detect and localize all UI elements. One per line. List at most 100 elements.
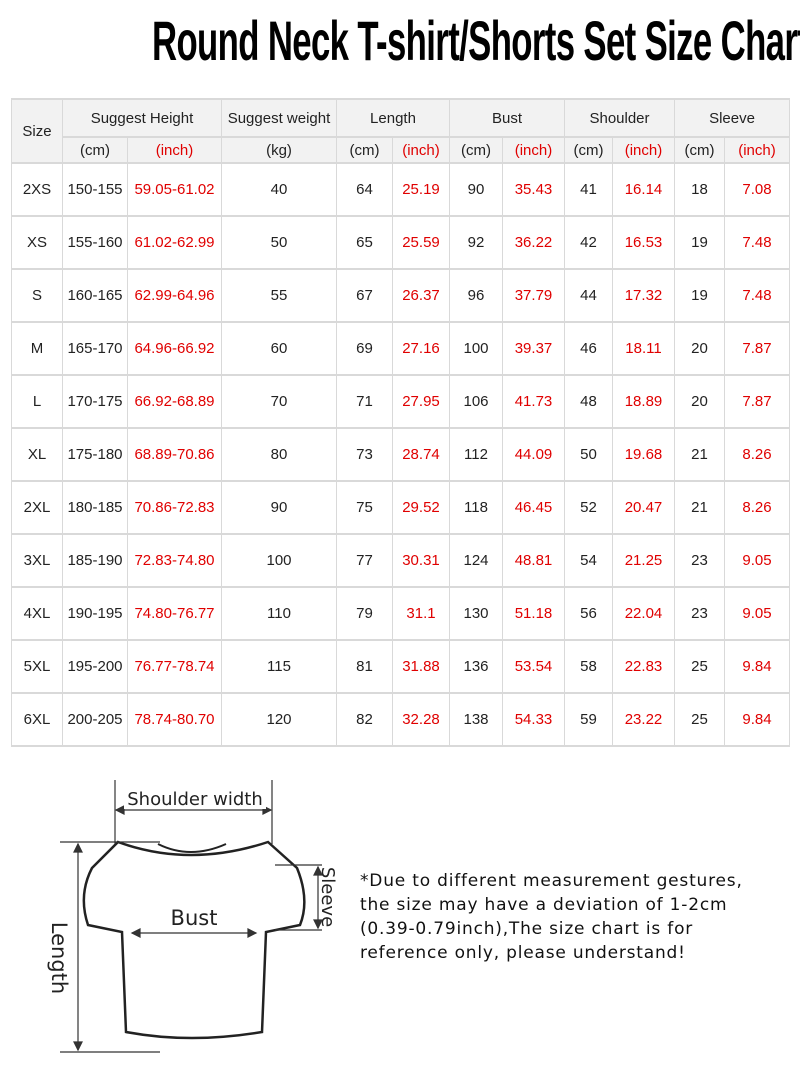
value-cell: 67 (337, 270, 392, 321)
size-cell: 2XS (12, 164, 62, 215)
size-cell: XS (12, 217, 62, 268)
value-cell: 20 (675, 323, 724, 374)
subheader-cell: (cm) (337, 138, 392, 162)
value-cell: 165-170 (63, 323, 127, 374)
value-cell: 185-190 (63, 535, 127, 586)
table-row: 6XL 200-205 78.74-80.70 120 82 32.28 138 54.33 5… (12, 694, 789, 745)
value-cell: 18.89 (613, 376, 674, 427)
value-cell: 155-160 (63, 217, 127, 268)
value-cell: 19 (675, 270, 724, 321)
size-table: Size Suggest Height Suggest weight Length Bu… (11, 98, 790, 747)
value-cell: 31.88 (393, 641, 449, 692)
value-cell: 54 (565, 535, 612, 586)
value-cell: 19.68 (613, 429, 674, 480)
value-cell: 18 (675, 164, 724, 215)
subheader-cell: (cm) (675, 138, 724, 162)
value-cell: 53.54 (503, 641, 564, 692)
value-cell: 31.1 (393, 588, 449, 639)
value-cell: 16.53 (613, 217, 674, 268)
value-cell: 22.83 (613, 641, 674, 692)
size-cell: 4XL (12, 588, 62, 639)
value-cell: 200-205 (63, 694, 127, 745)
subheader-cell: (inch) (393, 138, 449, 162)
value-cell: 48 (565, 376, 612, 427)
value-cell: 28.74 (393, 429, 449, 480)
value-cell: 42 (565, 217, 612, 268)
label-bg (124, 787, 266, 809)
value-cell: 175-180 (63, 429, 127, 480)
size-cell: 5XL (12, 641, 62, 692)
value-cell: 9.84 (725, 641, 789, 692)
value-cell: 9.05 (725, 535, 789, 586)
header-cell: Length (337, 100, 449, 136)
value-cell: 118 (450, 482, 502, 533)
table-row: Size Suggest Height Suggest weight Length Bu… (12, 100, 789, 162)
size-cell: M (12, 323, 62, 374)
value-cell: 81 (337, 641, 392, 692)
subheader-cell: (inch) (613, 138, 674, 162)
tshirt (82, 840, 306, 1040)
table-row: L 170-175 66.92-68.89 70 71 27.95 106 41.73 48 18… (12, 376, 789, 427)
value-cell: 59.05-61.02 (128, 164, 221, 215)
value-cell: 7.48 (725, 270, 789, 321)
measurement-diagram: Shoulder width Bust Sleeve Length *Due t… (47, 780, 742, 1053)
size-cell: XL (12, 429, 62, 480)
value-cell: 25.59 (393, 217, 449, 268)
value-cell: 64 (337, 164, 392, 215)
value-cell: 21 (675, 429, 724, 480)
value-cell: 90 (450, 164, 502, 215)
value-cell: 82 (337, 694, 392, 745)
header-cell: Sleeve (675, 100, 789, 136)
value-cell: 180-185 (63, 482, 127, 533)
value-cell: 8.26 (725, 482, 789, 533)
value-cell: 150-155 (63, 164, 127, 215)
table-row: 4XL 190-195 74.80-76.77 110 79 31.1 130 51.18 56… (12, 588, 789, 639)
subheader-cell: (cm) (565, 138, 612, 162)
table-row: XS 155-160 61.02-62.99 50 65 25.59 92 36.22 42 16… (12, 217, 789, 268)
value-cell: 41 (565, 164, 612, 215)
table-row: (cm) (inch) (kg) (cm) (inch) (cm) (inch) (cm) (i… (12, 138, 789, 162)
table-row: 3XL 185-190 72.83-74.80 100 77 30.31 124 48.81 5… (12, 535, 789, 586)
value-cell: 36.22 (503, 217, 564, 268)
note: *Due to different measurement gestures, t… (360, 871, 742, 963)
value-cell: 35.43 (503, 164, 564, 215)
value-cell: 40 (222, 164, 336, 215)
value-cell: 26.37 (393, 270, 449, 321)
header-cell: Size (12, 100, 62, 162)
value-cell: 50 (565, 429, 612, 480)
subheader-cell: (inch) (128, 138, 221, 162)
value-cell: 70.86-72.83 (128, 482, 221, 533)
title: Round Neck T-shirt/Shorts Set Size Chart (152, 9, 800, 72)
subheader-cell: (cm) (450, 138, 502, 162)
value-cell: 7.87 (725, 323, 789, 374)
value-cell: 7.87 (725, 376, 789, 427)
size-cell: 6XL (12, 694, 62, 745)
table-row: 5XL 195-200 76.77-78.74 115 81 31.88 136 53.54 5… (12, 641, 789, 692)
value-cell: 37.79 (503, 270, 564, 321)
length-label: Length (47, 922, 71, 994)
value-cell: 70 (222, 376, 336, 427)
value-cell: 23 (675, 588, 724, 639)
value-cell: 195-200 (63, 641, 127, 692)
value-cell: 130 (450, 588, 502, 639)
value-cell: 110 (222, 588, 336, 639)
header-cell: Suggest Height (63, 100, 221, 136)
size-cell: 3XL (12, 535, 62, 586)
value-cell: 73 (337, 429, 392, 480)
value-cell: 7.48 (725, 217, 789, 268)
value-cell: 17.32 (613, 270, 674, 321)
table-row: XL 175-180 68.89-70.86 80 73 28.74 112 44.09 50 1… (12, 429, 789, 480)
value-cell: 8.26 (725, 429, 789, 480)
subheader-cell: (kg) (222, 138, 336, 162)
value-cell: 48.81 (503, 535, 564, 586)
table-row: 2XL 180-185 70.86-72.83 90 75 29.52 118 46.45 52… (12, 482, 789, 533)
value-cell: 66.92-68.89 (128, 376, 221, 427)
value-cell: 27.95 (393, 376, 449, 427)
value-cell: 54.33 (503, 694, 564, 745)
value-cell: 68.89-70.86 (128, 429, 221, 480)
sleeve-label: Sleeve (317, 867, 338, 927)
value-cell: 23.22 (613, 694, 674, 745)
value-cell: 80 (222, 429, 336, 480)
value-cell: 92 (450, 217, 502, 268)
value-cell: 138 (450, 694, 502, 745)
